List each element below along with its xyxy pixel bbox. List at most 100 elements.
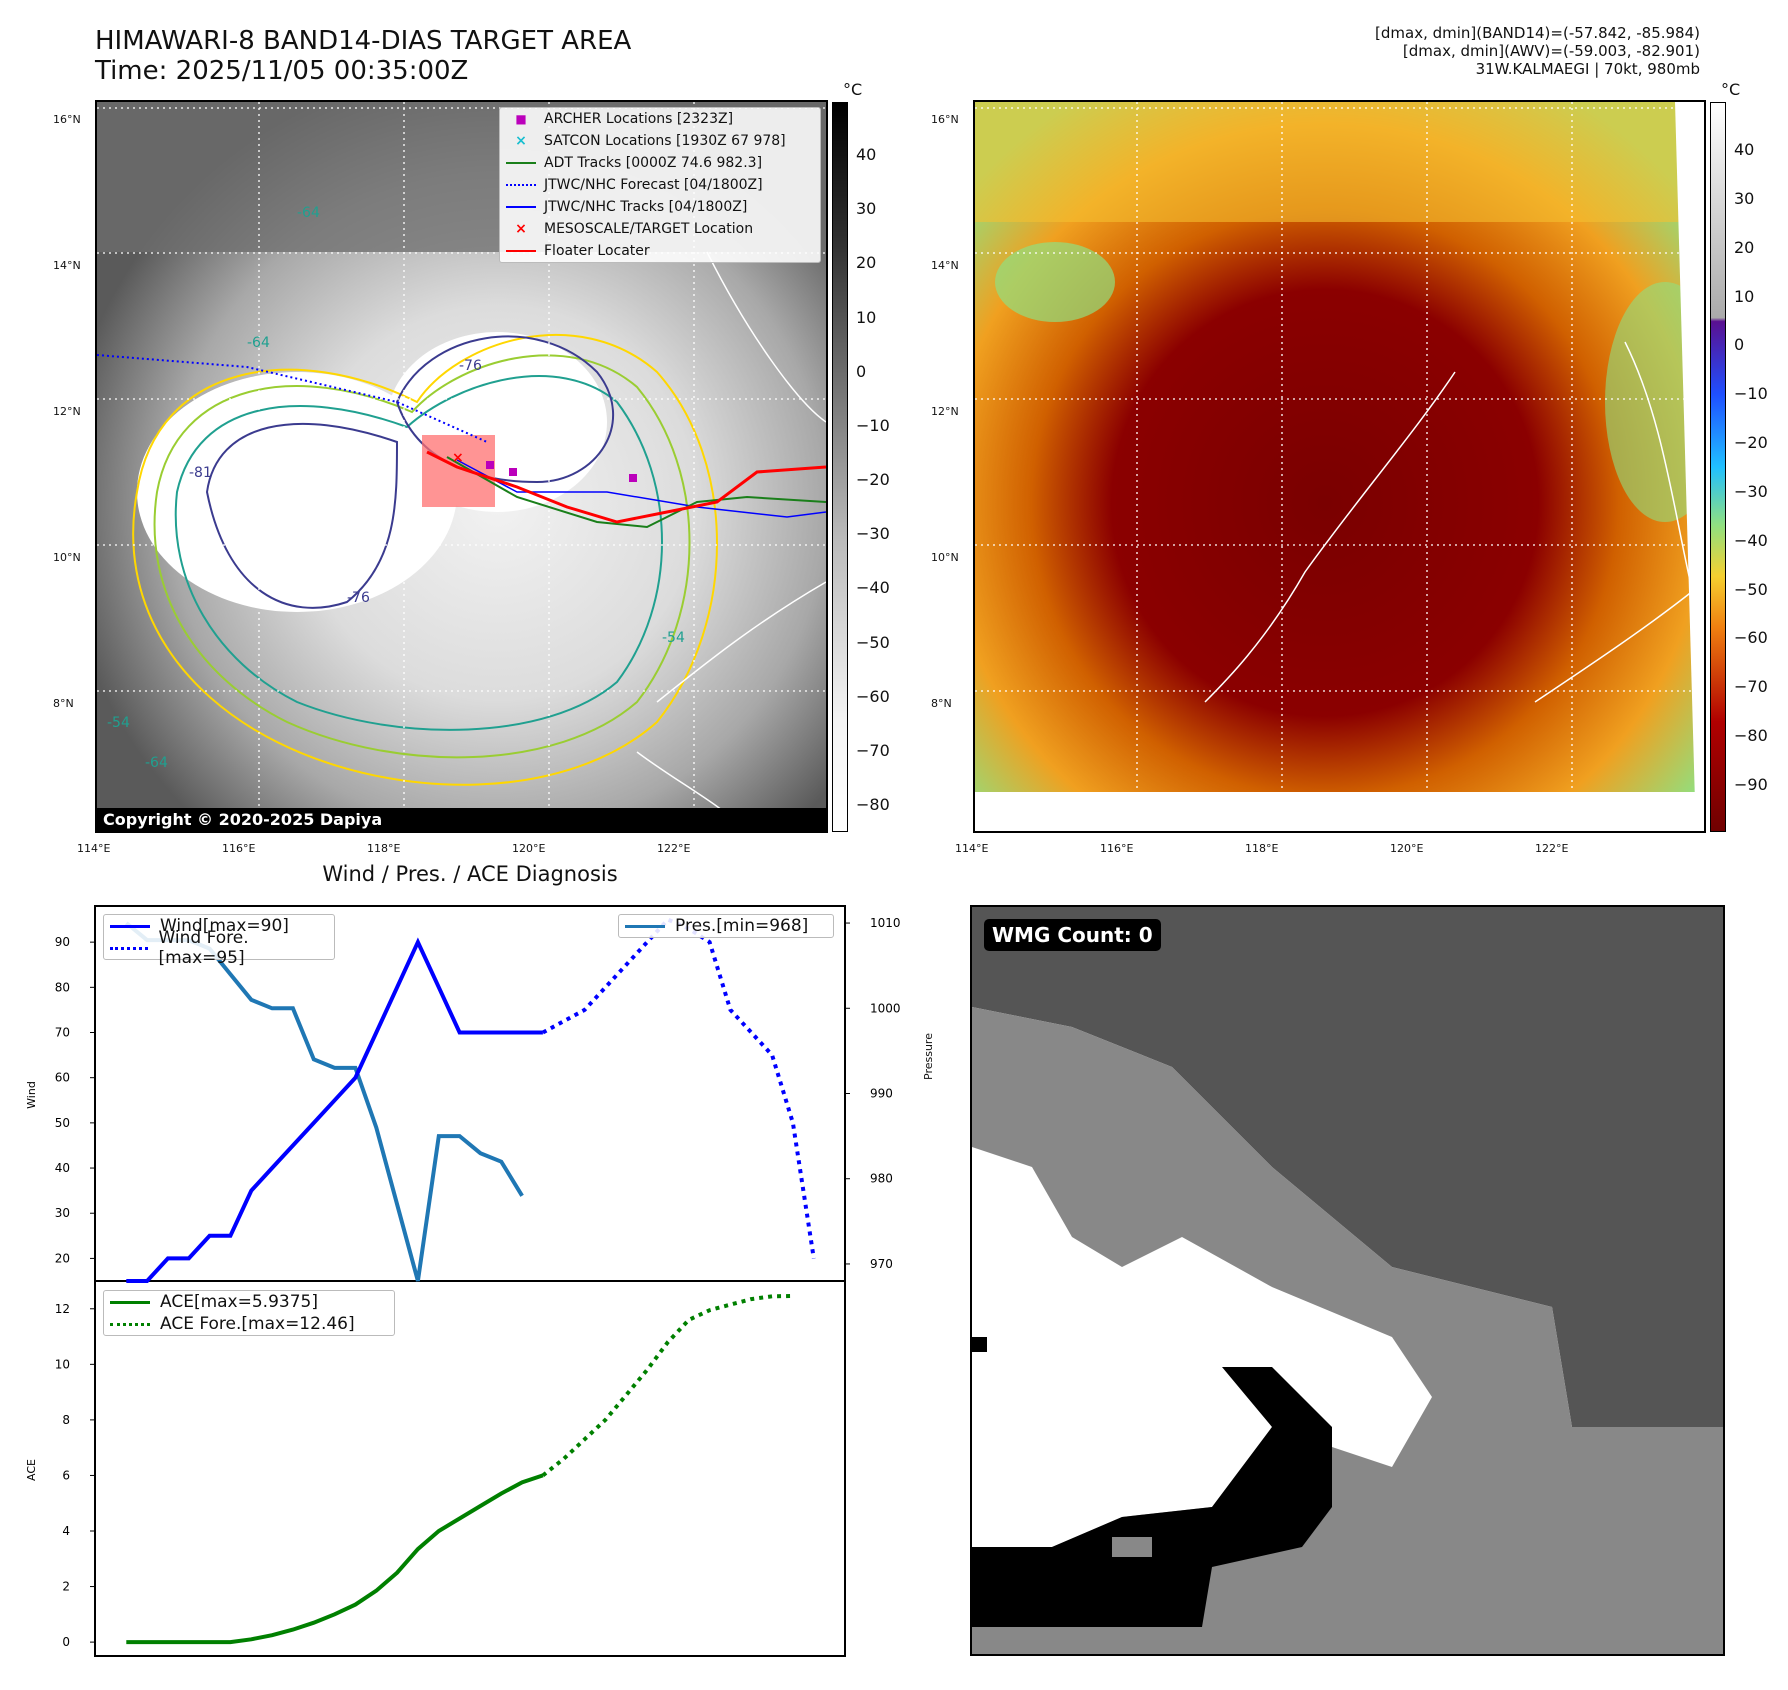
line-icon (506, 250, 536, 252)
latitude-label: 16°N (931, 113, 959, 126)
ir-legend: ■ ARCHER Locations [2323Z] × SATCON Loca… (499, 107, 821, 263)
awv-colorbar-tick: −70 (1734, 677, 1768, 697)
contour-label: -64 (145, 755, 168, 771)
line-icon (110, 1300, 150, 1304)
best-track (456, 459, 826, 518)
awv-colorbar-tick: −90 (1734, 775, 1768, 794)
awv-colorbar-tick: 20 (1734, 237, 1755, 257)
x-marker-icon: × (515, 221, 527, 237)
latitude-label: 8°N (931, 697, 952, 710)
longitude-label: 122°E (657, 842, 691, 855)
ace-tick-label: 10 (55, 1357, 70, 1371)
pressure-tick-label: 970 (870, 1257, 893, 1271)
ir-colorbar-tick: −70 (856, 740, 890, 760)
pressure-legend: Pres.[min=968] (618, 914, 834, 938)
legend-item: ADT Tracks [0000Z 74.6 982.3] (500, 152, 820, 174)
legend-item: Wind Fore.[max=95] (104, 928, 334, 968)
wmg-count-label: WMG Count: 0 (984, 919, 1161, 951)
ace-tick-label: 4 (62, 1524, 70, 1538)
line-icon (625, 924, 665, 928)
latitude-label: 14°N (53, 259, 81, 272)
copyright-label: Copyright © 2020-2025 Dapiya (97, 808, 826, 831)
dotted-line-icon (110, 1322, 150, 1326)
ace-tick-label: 8 (62, 1413, 70, 1427)
square-marker-icon: ■ (515, 112, 527, 126)
contour-label: -64 (297, 205, 320, 221)
awv-colorbar-tick: 30 (1734, 188, 1755, 208)
forecast-track (97, 354, 488, 443)
awv-colorbar-tick: −60 (1734, 628, 1768, 648)
header-info: [dmax, dmin](BAND14)=(-57.842, -85.984) … (1375, 24, 1700, 78)
latitude-label: 12°N (931, 405, 959, 418)
archer-marker (629, 474, 637, 482)
ace-line (126, 1473, 544, 1645)
longitude-label: 116°E (1100, 842, 1134, 855)
latitude-label: 8°N (53, 697, 74, 710)
pressure-line (125, 921, 524, 1282)
ace-forecast-line (541, 1294, 793, 1477)
wind-tick-label: 50 (55, 1116, 70, 1130)
ir-colorbar (832, 102, 848, 832)
wind-tick-label: 20 (55, 1251, 70, 1265)
legend-item: × MESOSCALE/TARGET Location (500, 218, 820, 240)
legend-item: ACE[max=5.9375] (104, 1291, 394, 1313)
awv-colorbar-tick: 40 (1734, 140, 1755, 159)
longitude-label: 118°E (1245, 842, 1279, 855)
longitude-label: 114°E (77, 842, 111, 855)
latitude-label: 10°N (53, 551, 81, 564)
longitude-label: 122°E (1535, 842, 1569, 855)
awv-range: [dmax, dmin](AWV)=(-59.003, -82.901) (1402, 42, 1700, 60)
pressure-tick-label: 980 (870, 1172, 893, 1186)
awv-colorbar-tick: −80 (1734, 726, 1768, 746)
ace-axis-label: ACE (25, 1459, 38, 1481)
ir-colorbar-tick: 30 (856, 199, 877, 219)
dotted-line-icon (110, 946, 149, 950)
contour-label: -54 (107, 715, 130, 731)
title-line-1: HIMAWARI-8 BAND14-DIAS TARGET AREA (95, 26, 632, 56)
line-dot-icon (506, 206, 536, 208)
line-icon (506, 162, 536, 164)
wmg-image (972, 907, 1723, 1654)
contour-label: -76 (459, 358, 482, 374)
line-icon (110, 924, 150, 928)
target-marker: × (452, 450, 464, 466)
ir-colorbar-tick: −60 (856, 686, 890, 706)
longitude-label: 114°E (955, 842, 989, 855)
latitude-label: 12°N (53, 405, 81, 418)
floater-track (426, 450, 826, 524)
ir-colorbar-tick: −10 (856, 415, 890, 435)
legend-item: Pres.[min=968] (619, 915, 833, 937)
latitude-label: 16°N (53, 113, 81, 126)
legend-item: JTWC/NHC Tracks [04/1800Z] (500, 196, 820, 218)
band14-range: [dmax, dmin](BAND14)=(-57.842, -85.984) (1375, 24, 1700, 42)
wmg-panel: WMG Count: 0 (970, 905, 1725, 1656)
ir-colorbar-tick: 10 (856, 307, 877, 327)
longitude-label: 120°E (512, 842, 546, 855)
awv-colorbar-tick: −20 (1734, 433, 1768, 453)
longitude-label: 118°E (367, 842, 401, 855)
wind-tick-label: 60 (55, 1071, 70, 1085)
storm-info: 31W.KALMAEGI | 70kt, 980mb (1475, 60, 1700, 78)
wind-tick-label: 80 (55, 980, 70, 994)
legend-item: ■ ARCHER Locations [2323Z] (500, 108, 820, 130)
awv-colorbar-tick: 10 (1734, 286, 1755, 306)
awv-colorbar-tick: 0 (1734, 335, 1745, 355)
ir-colorbar-tick: −30 (856, 524, 890, 544)
wind-line (126, 937, 543, 1283)
pressure-tick-label: 990 (870, 1087, 893, 1101)
awv-satellite-panel (973, 100, 1706, 833)
pressure-tick-label: 1000 (870, 1001, 900, 1015)
diagnosis-chart: Wind ACE 2030405060708090970980990100010… (25, 905, 900, 1657)
legend-item: JTWC/NHC Forecast [04/1800Z] (500, 174, 820, 196)
contour-label: -54 (662, 630, 685, 646)
longitude-label: 116°E (222, 842, 256, 855)
awv-colorbar-tick: −40 (1734, 530, 1768, 550)
contour-label: -76 (347, 590, 370, 606)
latitude-label: 14°N (931, 259, 959, 272)
page-title: HIMAWARI-8 BAND14-DIAS TARGET AREA Time:… (95, 26, 631, 86)
pressure-axis-label: Pressure (922, 1033, 935, 1080)
awv-image (975, 102, 1704, 831)
wind-legend: Wind[max=90] Wind Fore.[max=95] (103, 914, 335, 968)
legend-item: Floater Locater (500, 240, 820, 262)
ir-colorbar-tick: 0 (856, 361, 867, 381)
